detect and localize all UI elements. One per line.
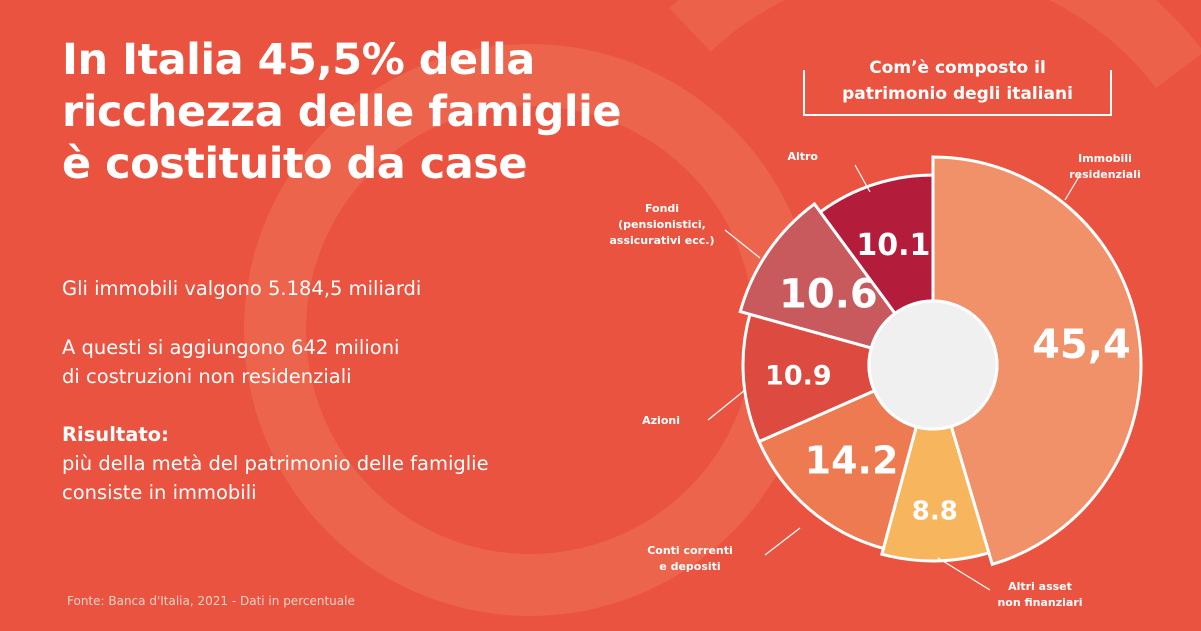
- paragraph-immobili: Gli immobili valgono 5.184,5 miliardi: [62, 274, 622, 303]
- headline: In Italia 45,5% della ricchezza delle fa…: [62, 34, 742, 190]
- slice-value-label: 10.9: [765, 360, 832, 391]
- slice-category-label: e depositi: [659, 560, 720, 573]
- slice-value-label: 10.6: [779, 271, 878, 317]
- paragraph-risultato-line-2: consiste in immobili: [62, 481, 257, 504]
- source-note: Fonte: Banca d'Italia, 2021 - Dati in pe…: [67, 594, 355, 608]
- leader-line: [764, 527, 801, 556]
- slice-value-label: 14.2: [805, 438, 899, 482]
- slice-category-label: Azioni: [642, 414, 680, 427]
- chart-title: Com’è composto il patrimonio degli itali…: [790, 55, 1125, 107]
- leader-line: [854, 164, 871, 193]
- slice-value-label: 8.8: [912, 496, 958, 526]
- slice-category-label: non finanziari: [997, 596, 1082, 609]
- leader-line: [1064, 174, 1081, 201]
- slice-category-label: Fondi: [645, 202, 679, 215]
- leader-line: [724, 229, 761, 259]
- paragraph-immobili-text: Gli immobili valgono 5.184,5 miliardi: [62, 277, 422, 300]
- chart-title-frame: [803, 70, 1112, 116]
- paragraph-costruzioni-line-1: A questi si aggiungono 642 milioni: [62, 336, 400, 359]
- slice-category-label: (pensionistici,: [618, 218, 706, 231]
- slice-value-label: 10.1: [856, 228, 930, 263]
- paragraph-risultato: Risultato: più della metà del patrimonio…: [62, 420, 622, 507]
- slice-category-label: residenziali: [1069, 168, 1141, 181]
- chart-title-line-2: patrimonio degli italiani: [842, 84, 1073, 104]
- slice-category-label: Altro: [787, 150, 818, 163]
- slice-category-label: Altri asset: [1008, 580, 1072, 593]
- paragraph-costruzioni-line-2: di costruzioni non residenziali: [62, 365, 352, 388]
- slice-value-label: 45,4: [1032, 322, 1131, 368]
- leader-line: [707, 389, 746, 421]
- paragraph-costruzioni: A questi si aggiungono 642 milioni di co…: [62, 333, 622, 391]
- leader-line: [937, 557, 991, 591]
- headline-line-1: In Italia 45,5% della: [62, 35, 535, 85]
- slice-category-label: Immobili: [1078, 152, 1132, 165]
- paragraph-risultato-heading: Risultato:: [62, 423, 169, 446]
- paragraph-risultato-line-1: più della metà del patrimonio delle fami…: [62, 452, 489, 475]
- chart-title-line-1: Com’è composto il: [859, 55, 1056, 81]
- slice-category-label: Conti correnti: [647, 544, 733, 557]
- center-hole: [867, 299, 999, 431]
- headline-line-2: ricchezza delle famiglie: [62, 87, 622, 137]
- headline-line-3: è costituito da case: [62, 139, 528, 189]
- slice-category-label: assicurativi ecc.): [610, 234, 715, 247]
